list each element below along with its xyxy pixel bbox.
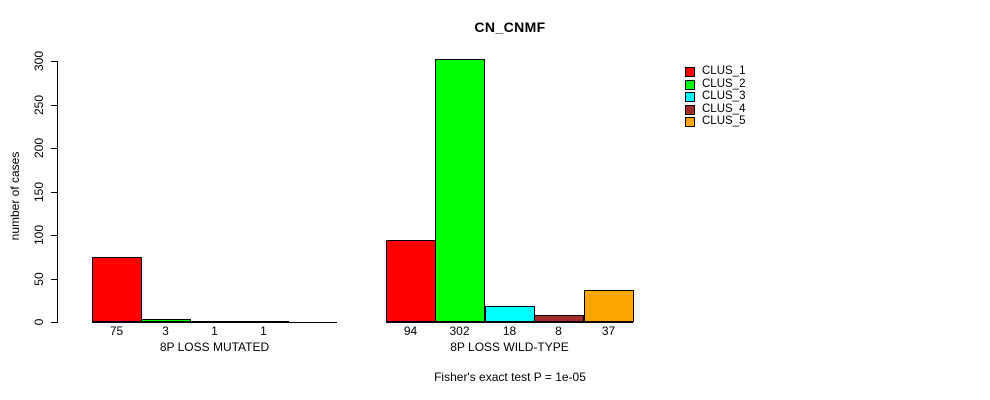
bar-value-label: 37 xyxy=(601,324,616,338)
bar-value-label: 1 xyxy=(211,324,218,338)
legend-label: CLUS_4 xyxy=(702,103,746,115)
y-axis-tick-label: 200 xyxy=(32,137,46,159)
x-group-label: 8P LOSS MUTATED xyxy=(159,340,270,354)
bar-clus_2 xyxy=(141,319,191,322)
bar-value-label: 18 xyxy=(502,324,517,338)
y-axis-tick xyxy=(51,61,57,62)
bar-value-label: 8 xyxy=(555,324,562,338)
group-baseline xyxy=(386,322,633,323)
chart-title: CN_CNMF xyxy=(474,19,546,35)
bar-clus_4 xyxy=(239,321,289,323)
legend-swatch-clus_4 xyxy=(685,105,695,115)
legend-label: CLUS_5 xyxy=(702,115,746,127)
bar-clus_5 xyxy=(584,290,634,322)
legend: CLUS_1 CLUS_2 CLUS_3 CLUS_4 CLUS_5 xyxy=(685,65,825,142)
y-axis-tick-label: 250 xyxy=(32,94,46,116)
bar-clus_3 xyxy=(485,306,535,322)
bar-clus_3 xyxy=(190,321,240,323)
y-axis-tick-label: 50 xyxy=(32,272,46,286)
legend-label: CLUS_3 xyxy=(702,90,746,102)
bar-value-label: 3 xyxy=(162,324,169,338)
y-axis-tick xyxy=(51,148,57,149)
legend-label: CLUS_2 xyxy=(702,78,746,90)
legend-swatch-clus_1 xyxy=(685,67,695,77)
legend-swatch-clus_2 xyxy=(685,80,695,90)
bar-value-label: 75 xyxy=(109,324,124,338)
legend-label: CLUS_1 xyxy=(702,65,746,77)
y-axis-tick-label: 300 xyxy=(32,50,46,72)
bar-clus_2 xyxy=(435,59,485,322)
y-axis-tick xyxy=(51,322,57,323)
y-axis-tick xyxy=(51,192,57,193)
y-axis-tick-label: 0 xyxy=(32,318,46,326)
y-axis-tick xyxy=(51,235,57,236)
bar-value-label: 94 xyxy=(403,324,418,338)
y-axis-tick xyxy=(51,105,57,106)
legend-swatch-clus_3 xyxy=(685,92,695,102)
y-axis-tick-label: 100 xyxy=(32,224,46,246)
bar-clus_4 xyxy=(534,315,584,322)
legend-swatch-clus_5 xyxy=(685,117,695,127)
x-group-label: 8P LOSS WILD-TYPE xyxy=(450,340,569,354)
footnote: Fisher's exact test P = 1e-05 xyxy=(434,370,586,384)
bar-value-label: 302 xyxy=(449,324,470,338)
y-axis-line xyxy=(57,61,58,323)
bar-value-label: 1 xyxy=(260,324,267,338)
y-axis-tick xyxy=(51,279,57,280)
bar-clus_1 xyxy=(92,257,142,322)
bar-clus_1 xyxy=(386,240,436,322)
y-axis-tick-label: 150 xyxy=(32,181,46,203)
y-axis-label: number of cases xyxy=(8,151,22,241)
